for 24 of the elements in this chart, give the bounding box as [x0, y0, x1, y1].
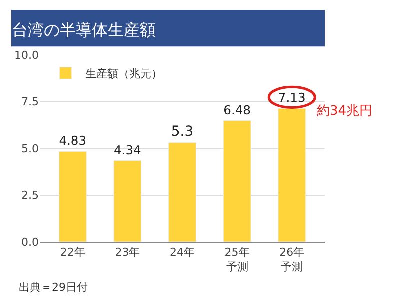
bar	[223, 120, 252, 242]
chart-title: 台湾の半導体生産額	[12, 20, 156, 40]
bar	[114, 160, 142, 242]
x-tick-label: 23年	[115, 246, 140, 260]
y-tick-label: 10.0	[14, 48, 39, 62]
source-note: 出典＝29日付	[19, 281, 88, 294]
bar	[168, 142, 196, 242]
annotation: 約34兆円	[317, 104, 373, 119]
data-label: 4.34	[114, 143, 142, 158]
y-tick-label: 7.5	[22, 96, 39, 109]
data-label: 5.3	[171, 124, 194, 140]
data-label: 7.13	[278, 91, 306, 106]
y-tick-label: 2.5	[22, 189, 39, 202]
data-label: 4.83	[59, 134, 87, 148]
x-tick-label: 26年予測	[280, 246, 305, 274]
bar	[278, 108, 306, 242]
y-tick-label: 5.0	[22, 142, 39, 156]
legend-label: 生産額（兆元）	[86, 68, 163, 81]
bar	[58, 151, 87, 242]
y-tick-label: 0.0	[22, 236, 39, 249]
x-tick-label: 24年	[170, 246, 195, 260]
x-tick-label: 25年予測	[224, 246, 250, 274]
x-tick-label: 22年	[60, 246, 86, 260]
data-label: 6.48	[224, 103, 252, 118]
